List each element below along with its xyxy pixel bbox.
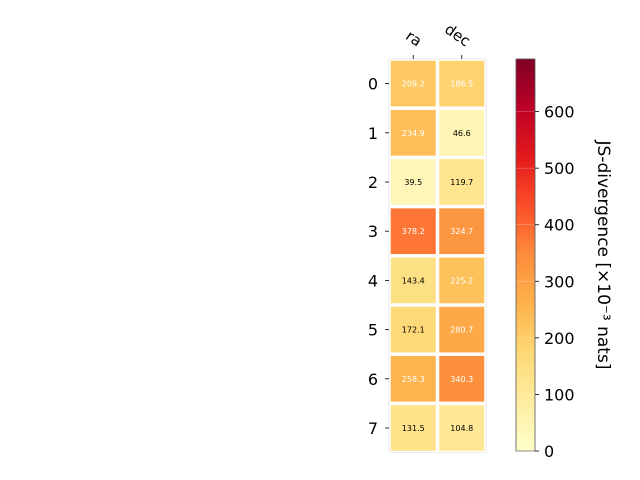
y-tick-label: 4 <box>368 271 378 290</box>
cell-value-label: 39.5 <box>404 178 422 187</box>
heatmap-cell <box>437 256 486 305</box>
heatmap-cell <box>389 206 438 256</box>
colorbar-tick-label: 400 <box>544 216 575 235</box>
heatmap-cell <box>437 157 486 207</box>
cell-value-label: 131.5 <box>402 424 425 433</box>
cell-value-label: 143.4 <box>402 276 425 285</box>
heatmap-frame <box>388 58 487 454</box>
cell-value-label: 119.7 <box>450 178 473 187</box>
heatmap-cell <box>389 305 438 354</box>
cell-value-label: 258.3 <box>402 375 425 384</box>
y-tick-label: 6 <box>368 370 378 389</box>
colorbar-label: JS-divergence [×10⁻³ nats] <box>593 140 613 370</box>
y-tick-label: 0 <box>368 75 378 94</box>
cell-value-label: 46.6 <box>453 129 471 138</box>
heatmap-cell <box>437 108 486 158</box>
colorbar-tick-label: 600 <box>544 103 575 122</box>
colorbar-tick-label: 500 <box>544 159 575 178</box>
cell-value-label: 186.5 <box>450 80 473 89</box>
heatmap-cell <box>389 108 438 158</box>
y-tick-label: 3 <box>368 222 378 241</box>
cell-value-label: 324.7 <box>450 227 473 236</box>
colorbar: 0 100 200 300 400 500 600 JS-divergence [×10⁻³ … <box>515 58 613 461</box>
colorbar-tick-label: 100 <box>544 385 575 404</box>
cell-value-label: 378.2 <box>402 227 425 236</box>
x-tick-label: dec <box>441 20 473 50</box>
heatmap-cell <box>437 403 486 453</box>
cell-value-label: 280.7 <box>450 326 473 335</box>
cell-value-label: 225.2 <box>450 276 473 285</box>
heatmap-cell <box>389 157 438 207</box>
x-tick-label: ra <box>402 27 425 51</box>
heatmap-cell <box>389 403 438 453</box>
heatmap-cell <box>389 354 438 404</box>
colorbar-tick-label: 200 <box>544 329 575 348</box>
y-tick-label: 5 <box>368 321 378 340</box>
colorbar-tick-label: 0 <box>544 442 554 461</box>
y-tick-label: 7 <box>368 419 378 438</box>
heatmap-cell <box>437 354 486 404</box>
colorbar-tick-label: 300 <box>544 272 575 291</box>
heatmap-cell <box>389 256 438 305</box>
cell-value-label: 340.3 <box>450 375 473 384</box>
cell-value-label: 104.8 <box>450 424 473 433</box>
heatmap-cell <box>437 59 486 108</box>
cell-value-label: 234.9 <box>402 129 425 138</box>
heatmap-cell <box>437 305 486 354</box>
heatmap-cell <box>389 59 438 108</box>
heatmap-cell <box>437 206 486 256</box>
y-tick-label: 1 <box>368 124 378 143</box>
y-tick-label: 2 <box>368 173 378 192</box>
cell-value-label: 209.2 <box>402 80 425 89</box>
colorbar-gradient <box>515 58 536 452</box>
cell-value-label: 172.1 <box>402 326 425 335</box>
